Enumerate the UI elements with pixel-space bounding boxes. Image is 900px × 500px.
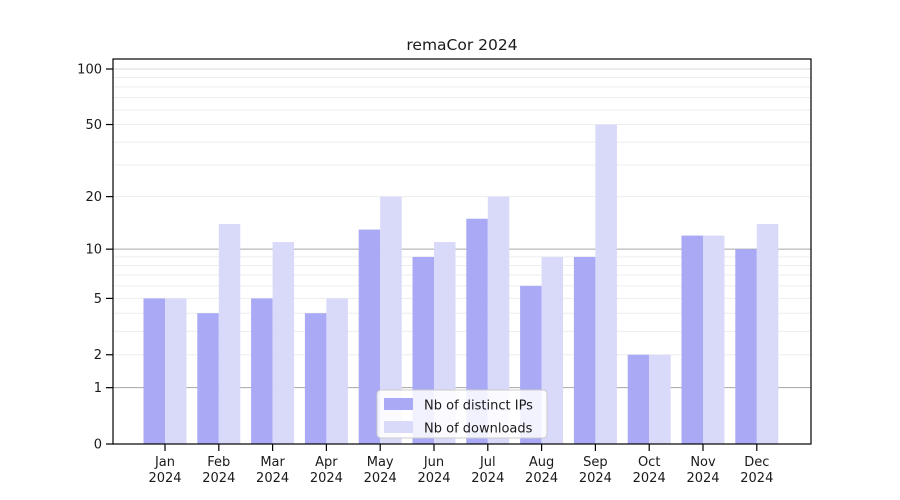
bar-ips-jan (143, 298, 165, 444)
bar-ips-may (358, 229, 381, 444)
y-tick-label: 50 (85, 118, 102, 133)
x-tick-label-month: Jun (423, 455, 444, 470)
bar-downloads-jul (487, 196, 510, 444)
x-tick-label-month: Jul (479, 455, 496, 470)
bar-downloads-oct (649, 354, 671, 444)
x-tick-label-year: 2024 (740, 471, 773, 486)
bar-ips-nov (681, 235, 703, 444)
legend-box (376, 389, 548, 439)
x-tick-label-year: 2024 (471, 471, 504, 486)
y-tick-label: 20 (85, 190, 102, 205)
y-tick-label: 10 (85, 243, 102, 258)
x-tick-label-month: Aug (529, 455, 554, 470)
legend-label-ips: Nb of distinct IPs (424, 399, 533, 414)
bar-downloads-sep (595, 124, 617, 445)
x-axis: Jan2024Feb2024Mar2024Apr2024May2024Jun20… (148, 444, 773, 486)
bar-downloads-feb (218, 223, 241, 444)
bar-downloads-mar (272, 242, 295, 444)
x-tick-label-year: 2024 (417, 471, 450, 486)
bar-ips-oct (627, 354, 650, 444)
x-tick-label-year: 2024 (256, 471, 289, 486)
bar-ips-feb (197, 313, 219, 444)
y-tick-label: 1 (94, 381, 102, 396)
x-tick-label-year: 2024 (633, 471, 666, 486)
x-tick-label-year: 2024 (148, 471, 181, 486)
bar-ips-apr (304, 313, 327, 444)
x-tick-label-month: Nov (690, 455, 716, 470)
x-tick-label-month: Sep (583, 455, 608, 470)
bar-downloads-apr (326, 298, 348, 444)
y-tick-label: 0 (94, 438, 102, 453)
x-tick-label-year: 2024 (310, 471, 343, 486)
legend: Nb of distinct IPs Nb of downloads (376, 389, 548, 439)
y-tick-label: 5 (94, 292, 102, 307)
bars-downloads (165, 124, 779, 445)
y-axis: 0 1 2 5 10 20 50 100 (77, 63, 113, 453)
legend-label-downloads: Nb of downloads (424, 422, 533, 437)
bar-downloads-dec (756, 223, 779, 444)
bar-ips-jul (466, 218, 488, 444)
bar-downloads-jan (165, 298, 187, 444)
x-tick-label-year: 2024 (202, 471, 235, 486)
x-tick-label-month: May (367, 455, 394, 470)
x-tick-label-month: Dec (744, 455, 769, 470)
bar-ips-mar (251, 298, 273, 444)
x-tick-label-month: Apr (315, 455, 338, 470)
x-tick-label-year: 2024 (686, 471, 719, 486)
bar-downloads-nov (703, 235, 725, 444)
bar-ips-dec (735, 249, 757, 444)
y-tick-label: 100 (77, 63, 102, 78)
x-tick-label-month: Feb (207, 455, 230, 470)
plot-border (112, 58, 812, 445)
y-tick-label: 2 (94, 348, 102, 363)
legend-swatch-ips (384, 398, 413, 410)
legend-swatch-downloads (384, 421, 413, 433)
bar-ips-sep (573, 256, 596, 444)
x-tick-label-month: Jan (154, 455, 175, 470)
x-tick-label-year: 2024 (579, 471, 612, 486)
bar-downloads-may (380, 196, 402, 444)
x-tick-label-month: Mar (260, 455, 285, 470)
x-tick-label-year: 2024 (364, 471, 397, 486)
chart-title: remaCor 2024 (406, 36, 518, 54)
x-tick-label-year: 2024 (525, 471, 558, 486)
x-tick-label-month: Oct (638, 455, 660, 470)
